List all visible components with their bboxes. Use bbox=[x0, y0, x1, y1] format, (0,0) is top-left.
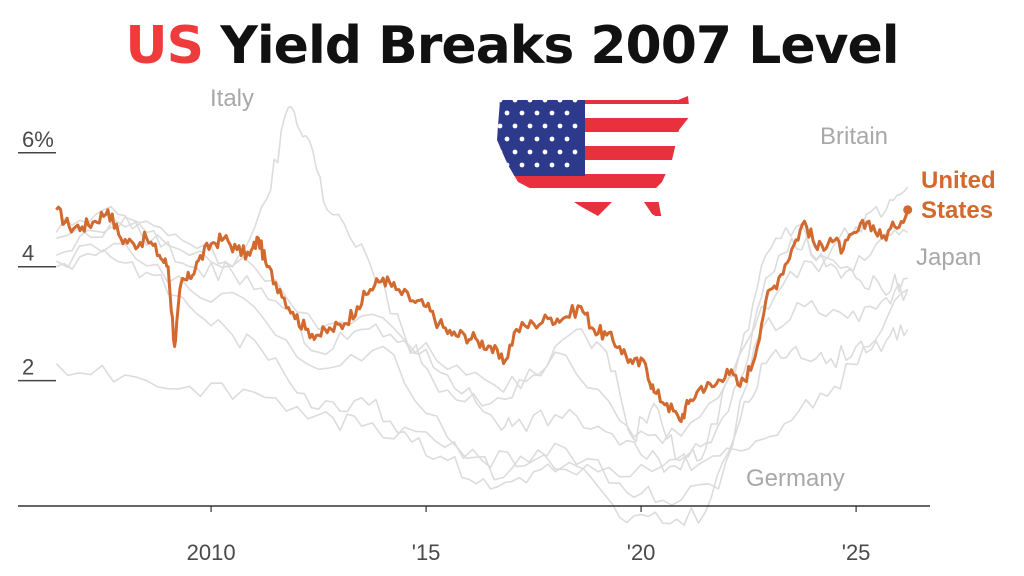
flag-star bbox=[527, 123, 533, 129]
flag-star bbox=[512, 97, 518, 103]
y-axis: 6% 4 2 bbox=[18, 127, 56, 382]
flag-star bbox=[519, 110, 525, 116]
chart-title: US Yield Breaks 2007 Level bbox=[0, 14, 1024, 78]
y-tick-label: 4 bbox=[22, 241, 34, 266]
flag-star bbox=[534, 162, 540, 168]
flag-star bbox=[564, 136, 570, 142]
x-tick-label: 2010 bbox=[187, 540, 236, 565]
label-us-line1: United bbox=[921, 167, 996, 194]
series-line-britain bbox=[55, 186, 909, 473]
flag-star bbox=[504, 162, 510, 168]
label-germany: Germany bbox=[746, 465, 845, 492]
x-tick-label: '20 bbox=[627, 540, 656, 565]
x-tick-label: '25 bbox=[842, 540, 871, 565]
x-axis: 2010 '15 '20 '25 bbox=[187, 506, 871, 565]
flag-star bbox=[504, 136, 510, 142]
flag-star bbox=[497, 123, 503, 129]
flag-star bbox=[534, 136, 540, 142]
series-line-other-5 bbox=[55, 242, 909, 506]
flag-star bbox=[572, 97, 578, 103]
flag-star bbox=[534, 110, 540, 116]
x-tick-label: '15 bbox=[412, 540, 441, 565]
label-japan: Japan bbox=[916, 244, 981, 271]
flag-star bbox=[519, 136, 525, 142]
flag-star bbox=[549, 110, 555, 116]
flag-star bbox=[542, 123, 548, 129]
flag-star bbox=[572, 149, 578, 155]
flag-star bbox=[512, 123, 518, 129]
flag-star bbox=[504, 110, 510, 116]
series-line-italy bbox=[55, 106, 908, 462]
flag-star bbox=[527, 97, 533, 103]
flag-star bbox=[497, 149, 503, 155]
flag-star bbox=[564, 110, 570, 116]
title-rest: Yield Breaks 2007 Level bbox=[220, 16, 899, 76]
flag-star bbox=[557, 97, 563, 103]
flag-star bbox=[549, 136, 555, 142]
flag-star bbox=[497, 97, 503, 103]
flag-star bbox=[519, 162, 525, 168]
title-highlight: US bbox=[125, 16, 204, 76]
y-tick-label: 6% bbox=[22, 127, 54, 152]
us-series bbox=[55, 205, 913, 424]
series-line-japan bbox=[55, 288, 909, 478]
flag-star bbox=[527, 149, 533, 155]
y-tick-label: 2 bbox=[22, 355, 34, 380]
label-us-line2: States bbox=[921, 197, 993, 224]
series-line-united-states bbox=[55, 205, 910, 424]
flag-star bbox=[549, 162, 555, 168]
series-line-other-6 bbox=[56, 218, 909, 445]
other-series bbox=[55, 106, 909, 526]
us-map-flag-icon bbox=[497, 96, 690, 220]
flag-star bbox=[542, 97, 548, 103]
flag-star bbox=[512, 149, 518, 155]
us-end-point bbox=[903, 205, 913, 215]
flag-star bbox=[564, 162, 570, 168]
label-britain: Britain bbox=[820, 123, 888, 150]
flag-star bbox=[557, 149, 563, 155]
flag-star bbox=[557, 123, 563, 129]
series-line-germany bbox=[55, 248, 909, 526]
label-italy: Italy bbox=[210, 85, 254, 112]
flag-star bbox=[572, 123, 578, 129]
flag-star bbox=[542, 149, 548, 155]
